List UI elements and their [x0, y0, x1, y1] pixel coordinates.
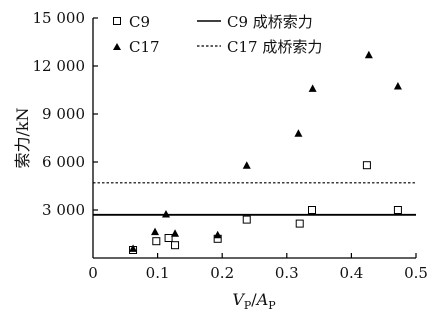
- x-tick-label: 0: [88, 264, 98, 282]
- x-tick-label: 0.3: [275, 264, 299, 282]
- c9-point: [164, 234, 173, 242]
- c17-point: [242, 161, 251, 169]
- c17-point: [171, 229, 180, 237]
- c9-point: [295, 219, 304, 228]
- legend-item-c17-cable-force: C17 成桥索力: [197, 38, 322, 56]
- x-tick-label: 0.5: [404, 264, 428, 282]
- legend-label-c17: C17: [129, 38, 160, 56]
- c17-point: [308, 84, 317, 92]
- c17-point: [129, 244, 138, 252]
- c17-point: [161, 210, 170, 218]
- x-tick-label: 0.1: [146, 264, 170, 282]
- x-axis-title: VP/AP: [232, 290, 276, 312]
- y-ticks: 3 000 6 000 9 000 12 000 15 000: [33, 9, 98, 219]
- legend-marker-c9: [113, 17, 121, 25]
- c9-point: [171, 241, 180, 250]
- c17-point: [364, 50, 373, 59]
- legend-marker-c17: [113, 43, 121, 50]
- c9-point: [152, 237, 161, 246]
- legend-label-c9: C9: [129, 13, 150, 31]
- plot-area: [92, 18, 416, 259]
- y-axis-title: 索力/kN: [13, 107, 32, 168]
- y-tick-label: 12 000: [33, 57, 86, 75]
- c17-point: [393, 82, 402, 90]
- legend-label-c17-cable-force: C17 成桥索力: [227, 38, 322, 56]
- c17-point: [294, 129, 303, 137]
- y-tick-label: 3 000: [42, 201, 85, 219]
- x-tick-label: 0.4: [339, 264, 363, 282]
- y-tick-label: 6 000: [42, 153, 85, 171]
- y-tick-label: 9 000: [42, 105, 85, 123]
- x-ticks: 0 0.1 0.2 0.3 0.4 0.5: [88, 253, 428, 282]
- legend-label-c9-cable-force: C9 成桥索力: [227, 13, 313, 31]
- c17-point: [213, 230, 222, 239]
- legend-item-c17: C17: [113, 38, 160, 56]
- reference-lines: [93, 182, 416, 216]
- c9-point: [242, 215, 251, 224]
- legend: C9 C17 C9 成桥索力 C17 成桥索力: [113, 13, 322, 56]
- legend-item-c9-cable-force: C9 成桥索力: [197, 13, 313, 31]
- c9-point: [362, 161, 371, 170]
- x-tick-label: 0.2: [210, 264, 234, 282]
- legend-item-c9: C9: [113, 13, 150, 31]
- c17-point: [151, 227, 160, 236]
- c9-point: [307, 206, 316, 214]
- c9-point: [393, 206, 402, 214]
- y-tick-label: 15 000: [33, 9, 86, 27]
- data-markers: [129, 50, 402, 254]
